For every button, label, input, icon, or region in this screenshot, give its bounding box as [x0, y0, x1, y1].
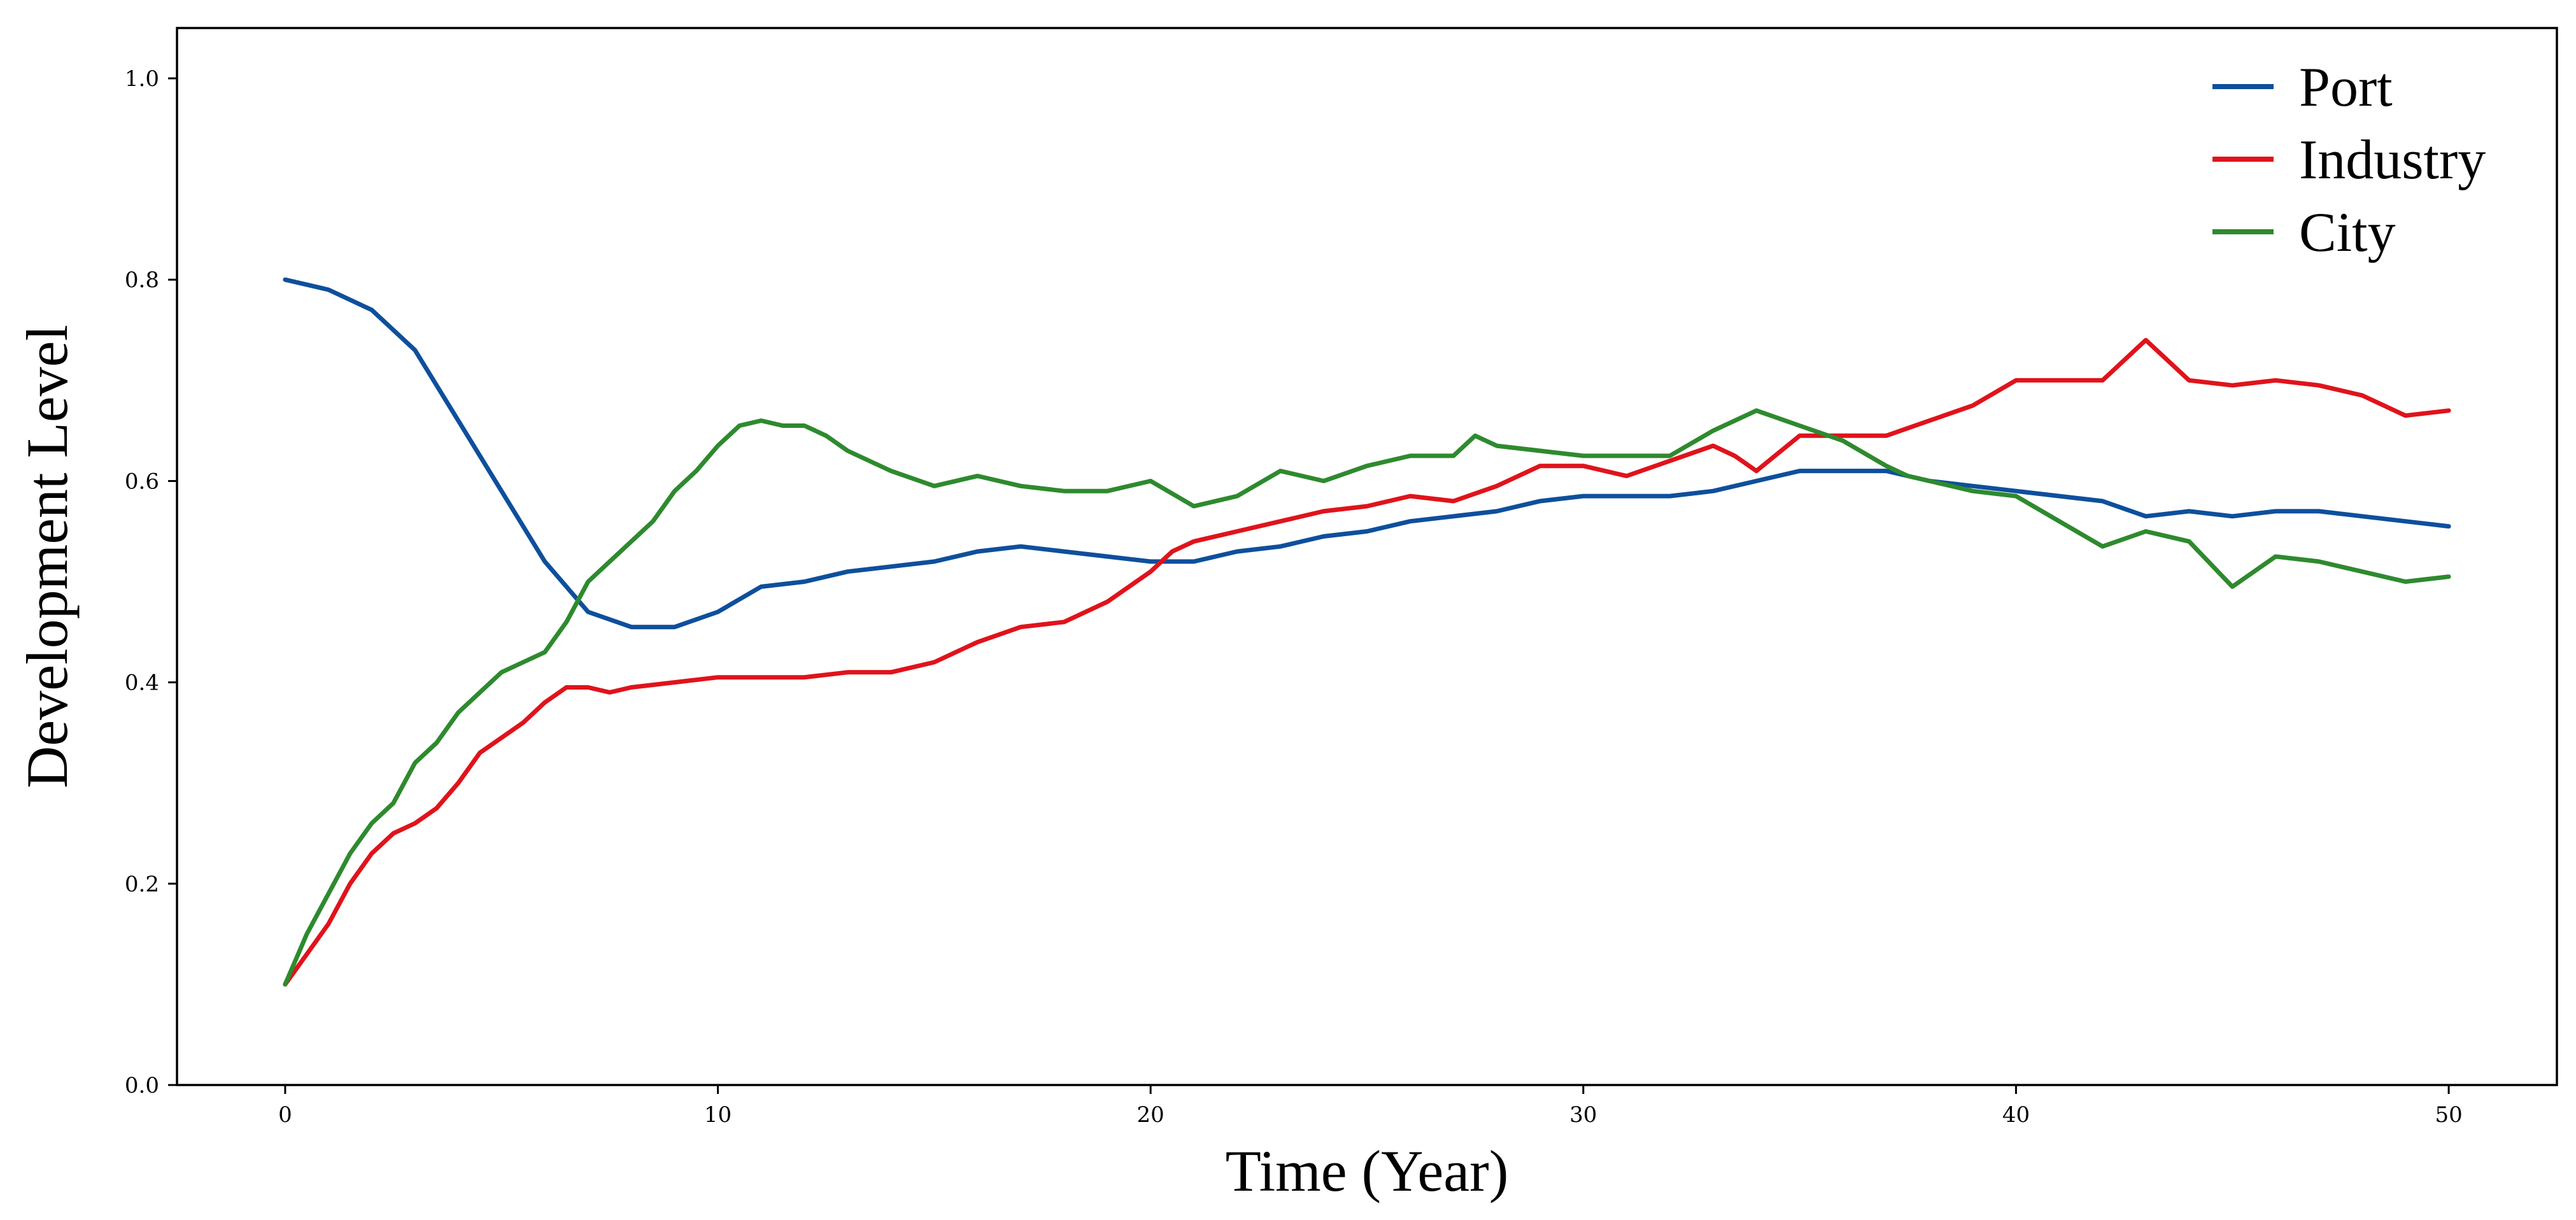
x-tick-label: 10 [704, 1102, 732, 1128]
y-tick-label: 0.0 [125, 1073, 159, 1098]
series-line-city [283, 408, 2451, 987]
legend: Port Industry City [2212, 57, 2486, 264]
y-tick-label: 1.0 [125, 66, 159, 92]
x-tick-label: 0 [278, 1102, 292, 1128]
x-tick-label: 20 [1137, 1102, 1164, 1128]
series-line-industry [283, 337, 2451, 987]
y-axis-title: Development Level [15, 325, 80, 788]
y-tick-label: 0.6 [125, 469, 159, 494]
y-tick-label: 0.2 [125, 872, 159, 897]
series-line-port [283, 277, 2451, 630]
legend-label-port: Port [2299, 57, 2393, 118]
legend-label-city: City [2299, 202, 2396, 264]
x-tick-label: 40 [2002, 1102, 2030, 1128]
x-tick-label: 30 [1569, 1102, 1597, 1128]
y-tick-label: 0.8 [125, 267, 159, 293]
plot-frame [176, 27, 2558, 1086]
y-tick-label: 0.4 [125, 670, 159, 696]
x-axis: 0 10 20 30 40 50 [278, 1085, 2463, 1128]
legend-label-industry: Industry [2299, 129, 2486, 191]
series-layer [283, 277, 2451, 987]
y-axis: 0.0 0.2 0.4 0.6 0.8 1.0 [125, 66, 177, 1098]
x-axis-title: Time (Year) [1226, 1138, 1509, 1203]
x-tick-label: 50 [2435, 1102, 2462, 1128]
